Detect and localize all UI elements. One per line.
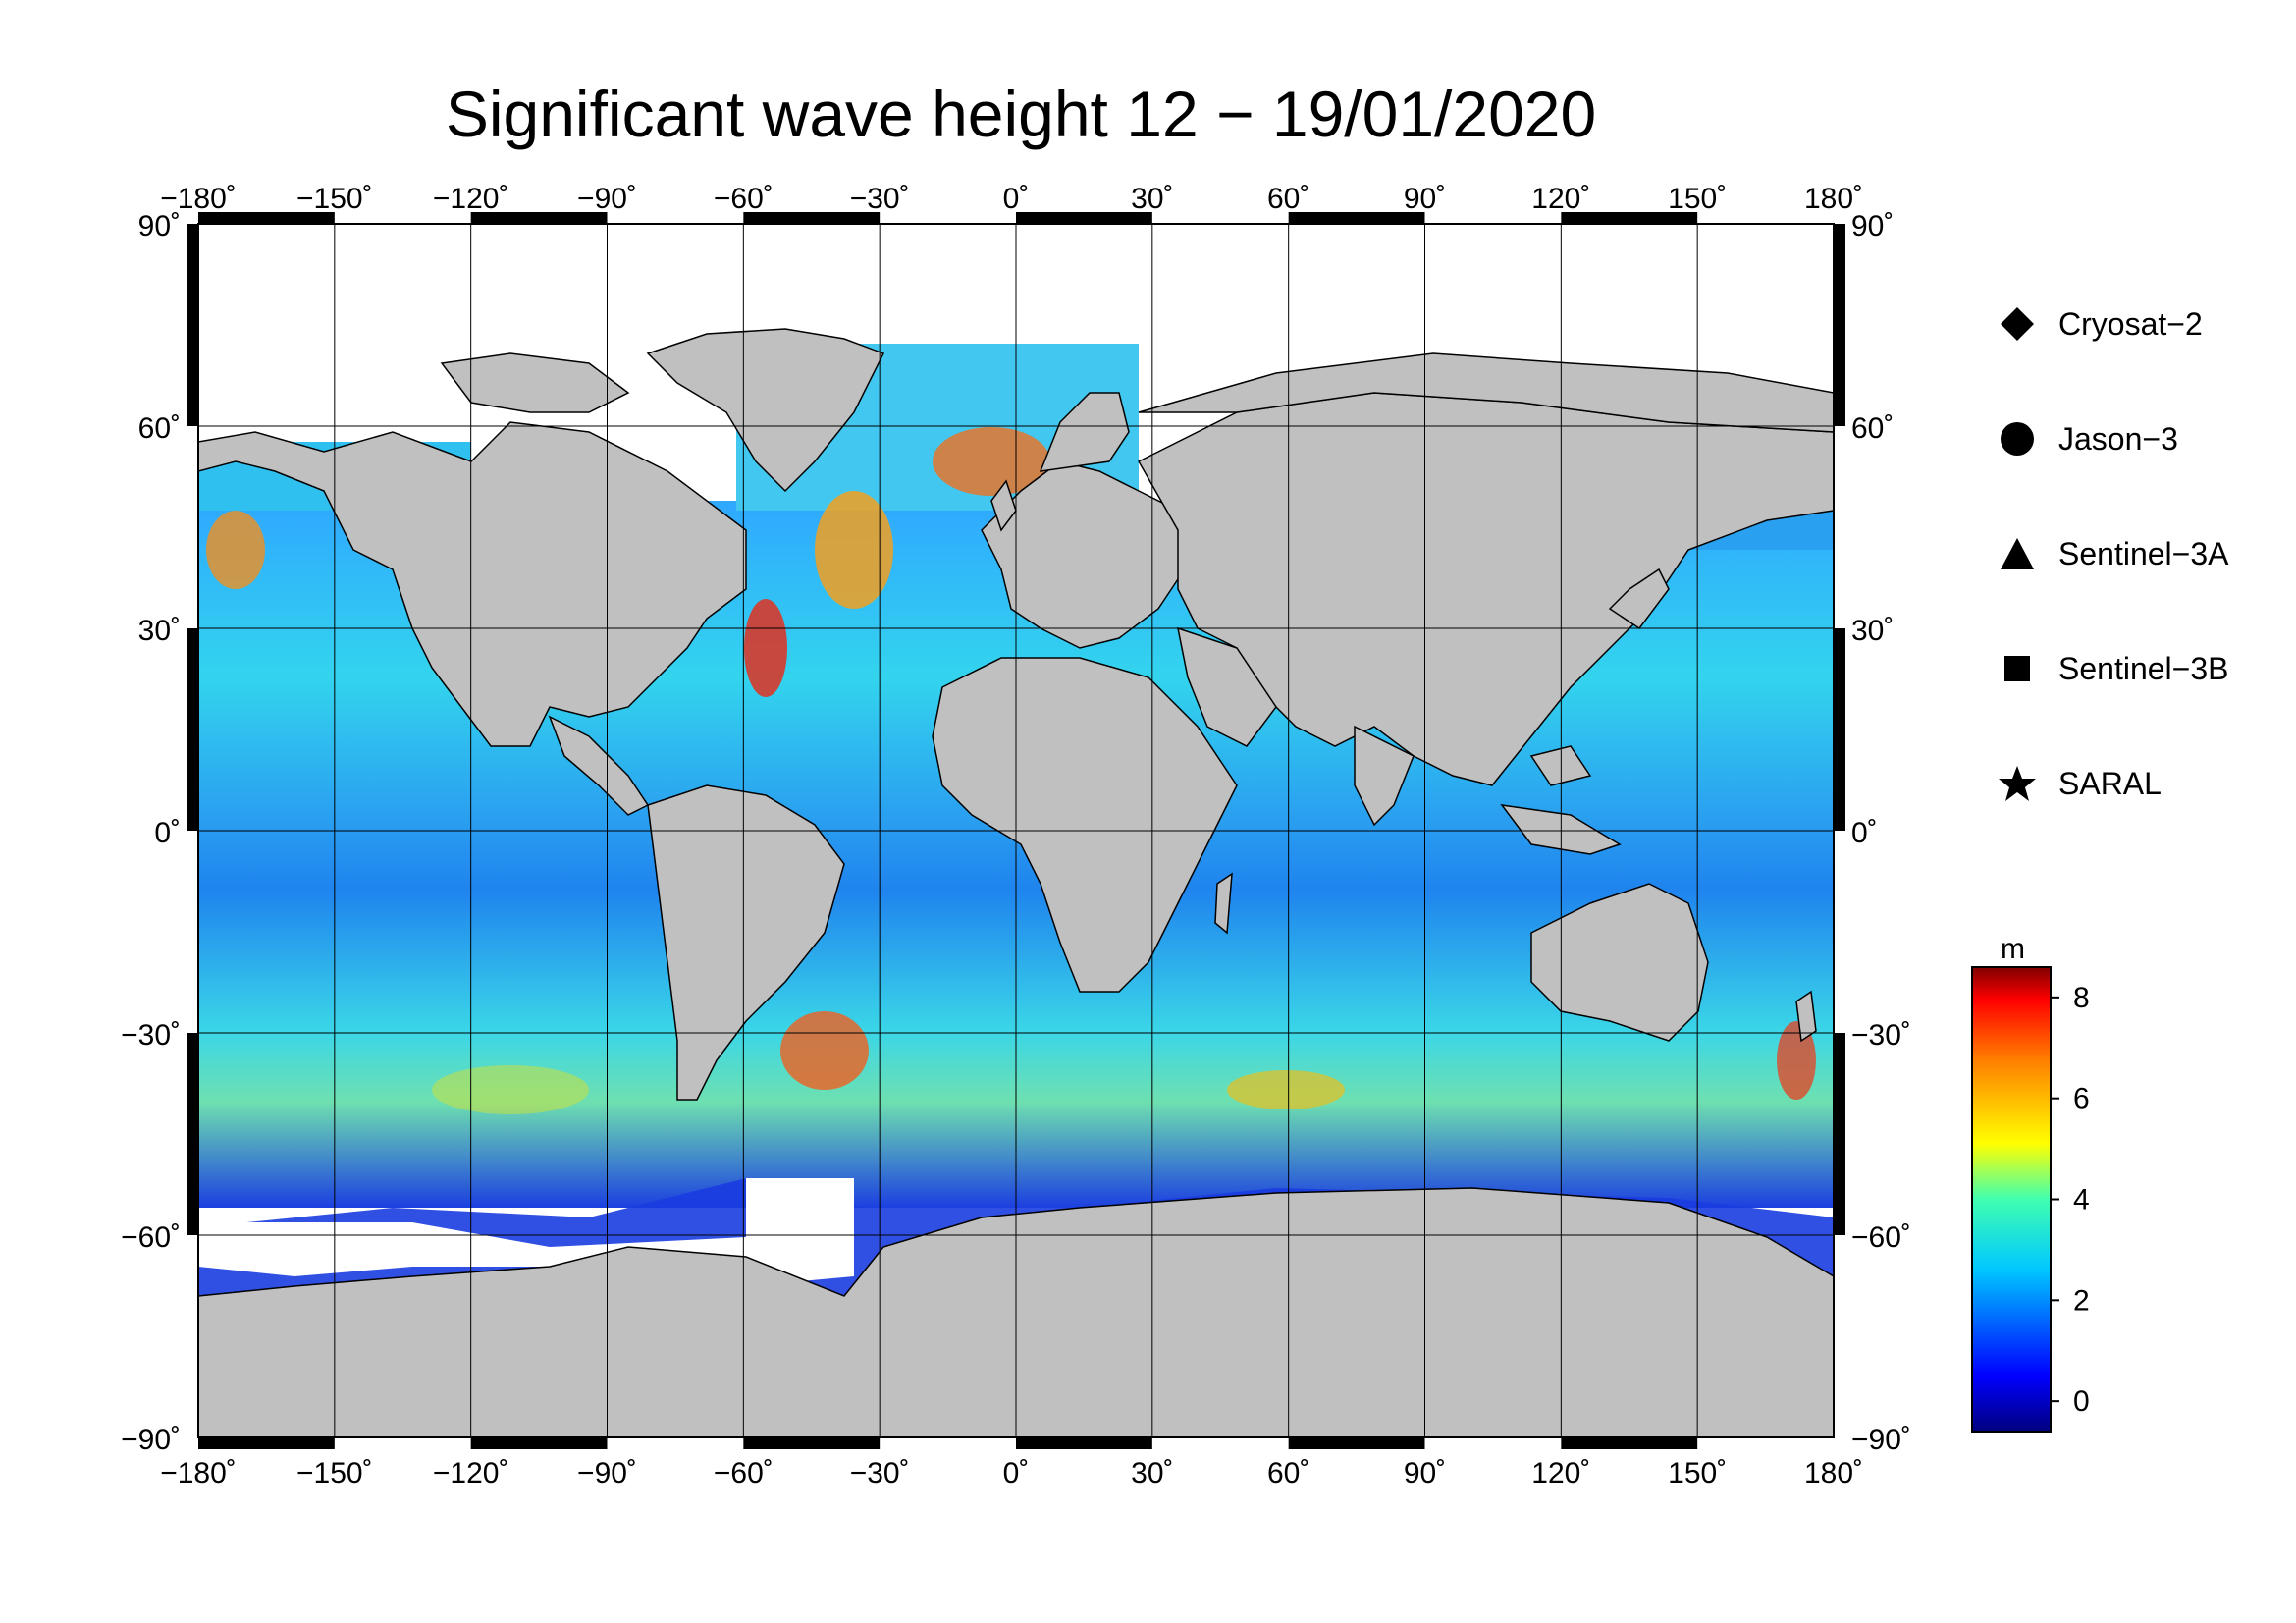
lat-tick-label: −90˚ xyxy=(1851,1424,1911,1456)
lon-tick-label: −150˚ xyxy=(296,1457,373,1489)
lon-tick-label: 180˚ xyxy=(1804,183,1863,215)
lon-ticks-bottom: −180˚ −150˚ −120˚ −90˚ −60˚ −30˚ 0˚ 30˚ 60˚ 90˚ 12… xyxy=(160,1457,1863,1489)
frame-segment xyxy=(198,1437,335,1449)
triangle-icon xyxy=(2001,538,2034,569)
lon-tick-label: −30˚ xyxy=(850,1457,910,1489)
lat-tick-label: −60˚ xyxy=(1851,1221,1911,1254)
lon-tick-label: 90˚ xyxy=(1404,1457,1446,1489)
colorbar-tick-label: 4 xyxy=(2073,1184,2090,1217)
lon-tick-label: 30˚ xyxy=(1131,183,1173,215)
legend-label: Sentinel−3B xyxy=(2058,650,2229,686)
colorbar-tick-label: 8 xyxy=(2073,982,2090,1014)
lon-tick-label: 0˚ xyxy=(1003,1457,1030,1489)
lon-tick-label: −120˚ xyxy=(433,1457,509,1489)
lon-tick-label: 150˚ xyxy=(1668,1457,1727,1489)
colorbar-ticks: 8 6 4 2 0 xyxy=(2051,982,2090,1418)
graticule-lines xyxy=(197,223,1835,1438)
lon-tick-label: 90˚ xyxy=(1404,183,1446,215)
lat-tick-label: −30˚ xyxy=(121,1019,181,1052)
lon-tick-label: −60˚ xyxy=(714,1457,774,1489)
lat-tick-label: 90˚ xyxy=(138,210,181,243)
frame-segment xyxy=(187,1033,198,1235)
diamond-icon xyxy=(2001,307,2034,341)
lat-ticks-right: 90˚ 60˚ 30˚ 0˚ −30˚ −60˚ −90˚ xyxy=(1851,210,1911,1456)
legend-item-saral: SARAL xyxy=(1998,764,2162,803)
frame-segment xyxy=(1016,212,1152,224)
lon-tick-label: 0˚ xyxy=(1003,183,1030,215)
lon-ticks-top: −180˚ −150˚ −120˚ −90˚ −60˚ −30˚ 0˚ 30˚ 60˚ 90˚ 12… xyxy=(160,183,1863,215)
colorbar-tick-label: 2 xyxy=(2073,1284,2090,1317)
colorbar-unit: m xyxy=(2001,933,2025,965)
lat-tick-label: 30˚ xyxy=(138,615,181,647)
frame-segment xyxy=(187,628,198,831)
lat-tick-label: −30˚ xyxy=(1851,1019,1911,1052)
legend-label: Sentinel−3A xyxy=(2058,535,2229,571)
square-icon xyxy=(2004,656,2030,681)
map-title: Significant wave height 12 − 19/01/2020 xyxy=(445,78,1597,150)
frame-checkerboard xyxy=(187,212,1845,1449)
lat-tick-label: 0˚ xyxy=(154,817,181,849)
frame-segment xyxy=(1561,212,1698,224)
colorbar-tick-label: 6 xyxy=(2073,1083,2090,1115)
frame-segment xyxy=(187,224,198,426)
lon-tick-label: −180˚ xyxy=(160,1457,237,1489)
frame-segment xyxy=(470,1437,608,1449)
legend-label: Jason−3 xyxy=(2058,420,2178,457)
lat-tick-label: 30˚ xyxy=(1851,615,1894,647)
north-atlantic-hotspot xyxy=(815,491,893,609)
lon-tick-label: −90˚ xyxy=(577,1457,637,1489)
frame-segment xyxy=(1288,1437,1425,1449)
legend-item-sentinel3b: Sentinel−3B xyxy=(1998,649,2228,688)
legend-item-sentinel3a: Sentinel−3A xyxy=(1998,534,2228,573)
frame-segment xyxy=(1288,212,1425,224)
lat-tick-label: 60˚ xyxy=(138,412,181,445)
legend-label: SARAL xyxy=(2058,765,2162,801)
legend-item-jason: Jason−3 xyxy=(1998,419,2178,459)
star-icon xyxy=(1999,766,2036,801)
frame-segment xyxy=(743,1437,881,1449)
frame-segment xyxy=(1834,224,1845,426)
frame-segment xyxy=(743,212,881,224)
frame-segment xyxy=(198,212,335,224)
lat-tick-label: −90˚ xyxy=(121,1424,181,1456)
lat-ticks-left: 90˚ 60˚ 30˚ 0˚ −30˚ −60˚ −90˚ xyxy=(121,210,181,1456)
colorbar xyxy=(1971,966,2052,1433)
lon-tick-label: 150˚ xyxy=(1668,183,1727,215)
frame-segment xyxy=(1834,1033,1845,1235)
lat-tick-label: −60˚ xyxy=(121,1221,181,1254)
frame-segment xyxy=(470,212,608,224)
lon-tick-label: −30˚ xyxy=(850,183,910,215)
lon-tick-label: −90˚ xyxy=(577,183,637,215)
lon-tick-label: 120˚ xyxy=(1531,183,1590,215)
lon-tick-label: −150˚ xyxy=(296,183,373,215)
legend-label: Cryosat−2 xyxy=(2058,305,2203,342)
lon-tick-label: −180˚ xyxy=(160,183,237,215)
lat-tick-label: 0˚ xyxy=(1851,817,1878,849)
lon-tick-label: 60˚ xyxy=(1267,1457,1309,1489)
lon-tick-label: 180˚ xyxy=(1804,1457,1863,1489)
colorbar-tick-label: 0 xyxy=(2073,1385,2090,1418)
lat-tick-label: 90˚ xyxy=(1851,210,1894,243)
lon-tick-label: −60˚ xyxy=(714,183,774,215)
lat-tick-label: 60˚ xyxy=(1851,412,1894,445)
frame-segment xyxy=(1016,1437,1152,1449)
lon-tick-label: 30˚ xyxy=(1131,1457,1173,1489)
frame-segment xyxy=(1834,628,1845,831)
frame-segment xyxy=(1561,1437,1698,1449)
legend-item-cryosat: Cryosat−2 xyxy=(1998,304,2203,344)
lon-tick-label: 120˚ xyxy=(1531,1457,1590,1489)
circle-icon xyxy=(2001,422,2034,456)
lon-tick-label: 60˚ xyxy=(1267,183,1309,215)
lon-tick-label: −120˚ xyxy=(433,183,509,215)
south-atlantic-hotspot xyxy=(780,1011,869,1090)
